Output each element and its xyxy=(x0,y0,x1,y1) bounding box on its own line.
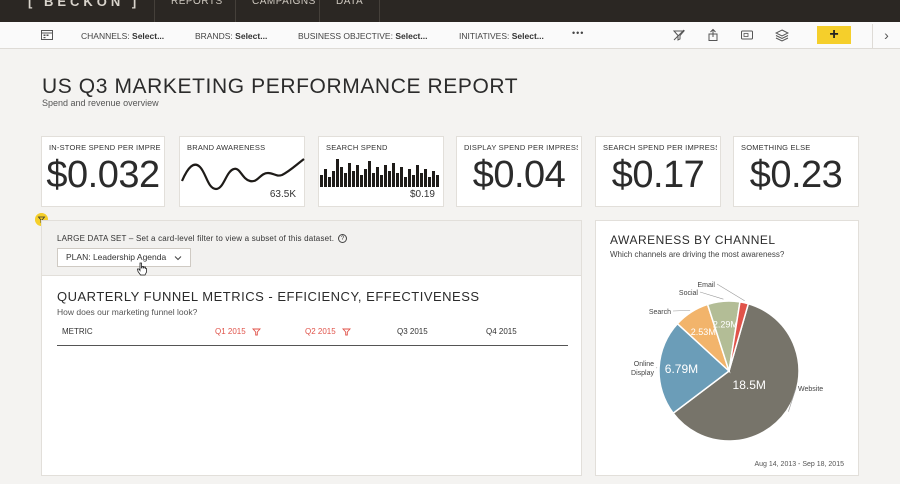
kpi-card-search-spend-per-impression[interactable]: SEARCH SPEND PER IMPRESSI... $0.17 xyxy=(595,136,721,207)
add-button[interactable]: + xyxy=(817,26,851,44)
pie-value-label: 2.53M xyxy=(691,327,716,337)
kpi-value: $0.17 xyxy=(611,154,705,196)
kpi-value: 63.5K xyxy=(269,189,296,200)
pie-slice-website[interactable] xyxy=(672,302,800,442)
pie-value-label: 6.79M xyxy=(665,362,698,376)
kpi-card-instore-spend[interactable]: IN-STORE SPEND PER IMPRES... $0.032 xyxy=(41,136,165,207)
column-filter-icon[interactable] xyxy=(251,328,261,336)
date-range: Aug 14, 2013 - Sep 18, 2015 xyxy=(754,461,844,468)
pie-slice-online-display[interactable] xyxy=(658,322,731,415)
kpi-card-display-spend[interactable]: DISPLAY SPEND PER IMPRESS... $0.04 xyxy=(456,136,582,207)
brand-awareness-sparkline xyxy=(180,158,305,191)
kpi-card-search-spend[interactable]: SEARCH SPEND $0.19 xyxy=(318,136,444,207)
column-header-q4[interactable]: Q4 2015 xyxy=(486,327,517,336)
awareness-pie-chart: 18.5M Website 6.79M Online Display 2.53M Searc… xyxy=(631,282,823,442)
awareness-by-channel-card: AWARENESS BY CHANNEL Which channels are … xyxy=(595,220,859,476)
kpi-label: IN-STORE SPEND PER IMPRES... xyxy=(49,143,161,152)
kpi-label: SOMETHING ELSE xyxy=(741,143,811,152)
pie-leader-line xyxy=(699,291,724,300)
calendar-icon[interactable] xyxy=(40,28,54,42)
kpi-card-something-else[interactable]: SOMETHING ELSE $0.23 xyxy=(733,136,859,207)
kpi-value: $0.04 xyxy=(472,154,566,196)
funnel-subtitle: How does our marketing funnel look? xyxy=(57,307,198,317)
filter-business-objective[interactable]: BUSINESS OBJECTIVE: Select... xyxy=(298,31,427,41)
kpi-value: $0.19 xyxy=(406,189,435,200)
nav-reports[interactable]: REPORTS xyxy=(154,0,239,22)
pie-category-label: Search xyxy=(649,309,671,316)
column-header-q2[interactable]: Q2 2015 xyxy=(305,327,351,336)
nav-data[interactable]: DATA xyxy=(319,0,381,22)
pie-leader-line xyxy=(672,310,691,312)
search-spend-bars xyxy=(320,159,439,187)
filter-initiatives-value: Select... xyxy=(511,31,544,41)
plan-dropdown[interactable]: PLAN: Leadership Agenda xyxy=(57,248,191,267)
plan-dropdown-value: Leadership Agenda xyxy=(92,252,167,262)
filter-channels-label: CHANNELS: xyxy=(81,31,130,41)
filter-brands-label: BRANDS: xyxy=(195,31,233,41)
pie-leader-line xyxy=(788,387,797,412)
kpi-value: $0.032 xyxy=(46,154,160,196)
chevron-down-icon xyxy=(174,255,181,260)
column-header-q3[interactable]: Q3 2015 xyxy=(397,327,428,336)
page-subtitle: Spend and revenue overview xyxy=(42,98,159,108)
column-filter-icon[interactable] xyxy=(341,328,351,336)
filter-business-objective-value: Select... xyxy=(395,31,428,41)
awareness-subtitle: Which channels are driving the most awar… xyxy=(610,250,785,259)
pie-leader-line xyxy=(716,283,745,301)
filter-bar: CHANNELS: Select... BRANDS: Select... BU… xyxy=(0,22,900,49)
top-nav: [ BECKON ] REPORTS CAMPAIGNS DATA xyxy=(0,0,900,22)
pie-slice-email[interactable] xyxy=(728,301,750,372)
table-header-divider xyxy=(57,345,568,346)
column-header-q2-label: Q2 2015 xyxy=(305,327,336,336)
awareness-title: AWARENESS BY CHANNEL xyxy=(610,233,776,247)
plan-dropdown-label: PLAN: xyxy=(66,252,91,262)
filter-brands-value: Select... xyxy=(235,31,268,41)
nav-campaigns[interactable]: CAMPAIGNS xyxy=(235,0,332,22)
kpi-card-brand-awareness[interactable]: BRAND AWARENESS 63.5K xyxy=(179,136,305,207)
pie-category-label: Online Display xyxy=(631,361,654,377)
layers-icon[interactable] xyxy=(775,28,789,42)
filter-brands[interactable]: BRANDS: Select... xyxy=(195,31,267,41)
pie-category-label: Email xyxy=(697,282,715,289)
filter-initiatives-label: INITIATIVES: xyxy=(459,31,510,41)
chevron-right-icon[interactable]: › xyxy=(872,24,900,48)
kpi-label: BRAND AWARENESS xyxy=(187,143,266,152)
filter-business-objective-label: BUSINESS OBJECTIVE: xyxy=(298,31,393,41)
pie-value-label: 2.29M xyxy=(713,320,738,330)
large-dataset-notice-text: LARGE DATA SET – Set a card-level filter… xyxy=(57,234,335,243)
kpi-label: SEARCH SPEND xyxy=(326,143,388,152)
page-title: US Q3 MARKETING PERFORMANCE REPORT xyxy=(42,75,519,98)
kpi-label: SEARCH SPEND PER IMPRESSI... xyxy=(603,143,717,152)
filter-initiatives[interactable]: INITIATIVES: Select... xyxy=(459,31,544,41)
kpi-value: $0.23 xyxy=(749,154,843,196)
funnel-metrics-card: LARGE DATA SET – Set a card-level filter… xyxy=(41,220,582,476)
pie-value-label: 18.5M xyxy=(733,378,766,392)
dataset-filter-area: LARGE DATA SET – Set a card-level filter… xyxy=(42,221,581,276)
filter-channels-value: Select... xyxy=(132,31,165,41)
hand-cursor-icon xyxy=(137,262,147,276)
more-options-button[interactable]: ••• xyxy=(572,28,585,38)
column-header-metric[interactable]: METRIC xyxy=(62,327,93,336)
large-dataset-notice: LARGE DATA SET – Set a card-level filter… xyxy=(57,234,348,244)
funnel-title: QUARTERLY FUNNEL METRICS - EFFICIENCY, E… xyxy=(57,289,480,304)
share-icon[interactable] xyxy=(706,28,720,42)
filter-channels[interactable]: CHANNELS: Select... xyxy=(81,31,164,41)
help-icon[interactable]: ? xyxy=(338,234,348,244)
column-header-q1-label: Q1 2015 xyxy=(215,327,246,336)
pie-category-label: Social xyxy=(679,290,699,297)
beckon-logo[interactable]: [ BECKON ] xyxy=(28,0,141,9)
kpi-label: DISPLAY SPEND PER IMPRESS... xyxy=(464,143,578,152)
present-icon[interactable] xyxy=(740,28,754,42)
column-header-q1[interactable]: Q1 2015 xyxy=(215,327,261,336)
clear-filter-icon[interactable] xyxy=(672,28,686,42)
pie-category-label: Website xyxy=(798,386,823,393)
